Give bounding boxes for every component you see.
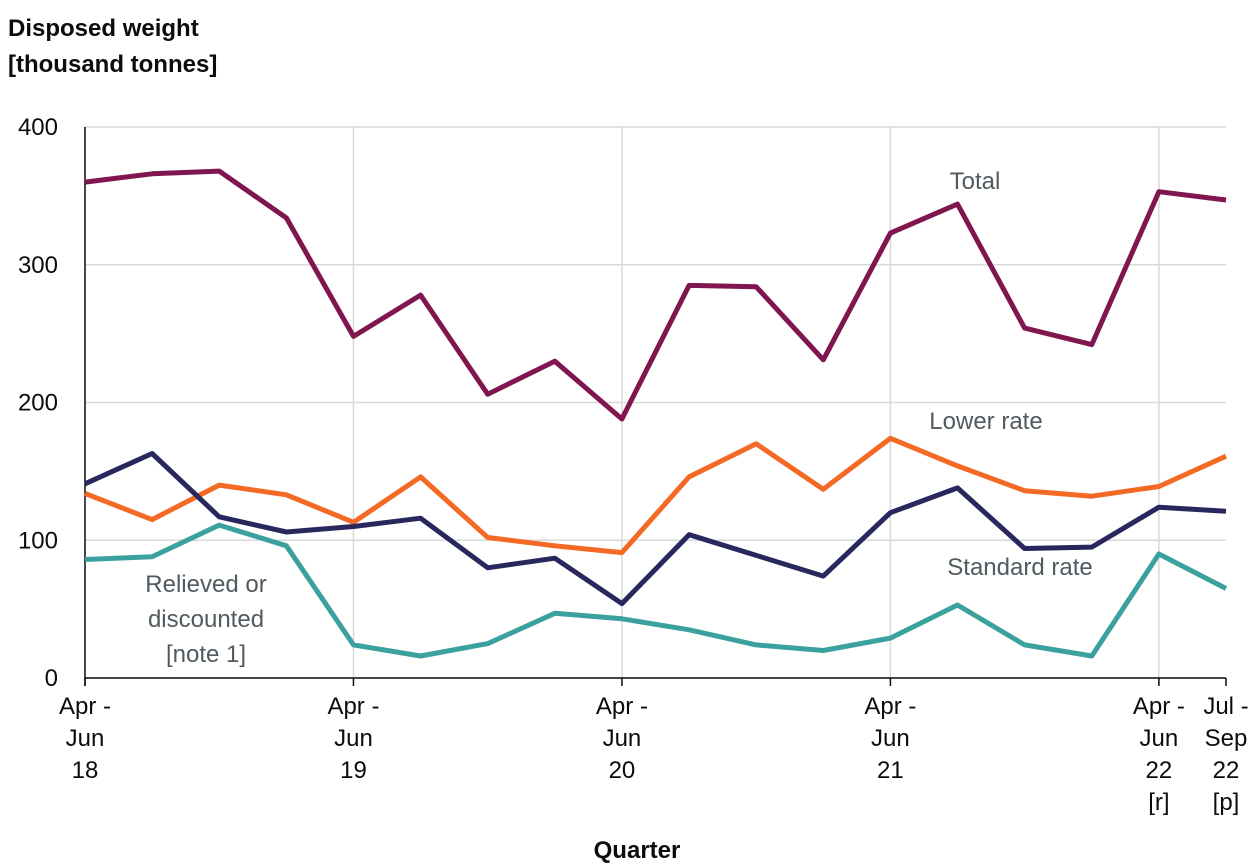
x-tick-label: 21 bbox=[877, 757, 904, 784]
y-tick-label: 400 bbox=[18, 114, 58, 141]
x-tick-label: Jun bbox=[603, 725, 642, 752]
x-tick-label: 18 bbox=[72, 757, 99, 784]
x-tick-label: Sep bbox=[1205, 725, 1248, 752]
y-tick-label: 0 bbox=[45, 665, 58, 692]
x-tick-label: [r] bbox=[1148, 789, 1169, 816]
x-tick-label: 20 bbox=[609, 757, 636, 784]
x-tick-label: Jun bbox=[1140, 725, 1179, 752]
series-label-total: Total bbox=[950, 168, 1001, 195]
y-tick-label: 300 bbox=[18, 252, 58, 279]
series-lines bbox=[83, 168, 1228, 659]
x-axis-title: Quarter bbox=[594, 837, 681, 863]
series-line-relieved-or-discounted-note-1 bbox=[84, 522, 1228, 659]
series-label-standard-rate: Standard rate bbox=[947, 554, 1092, 581]
x-tick-label: Jun bbox=[871, 725, 910, 752]
x-tick-label: Jun bbox=[66, 725, 105, 752]
y-tick-label: 200 bbox=[18, 390, 58, 417]
y-axis-title-line-2: [thousand tonnes] bbox=[8, 51, 217, 78]
x-tick-label: Apr - bbox=[596, 693, 648, 720]
series-label-relieved-or-discounted-note-1: [note 1] bbox=[166, 641, 246, 668]
x-tick-label: Apr - bbox=[864, 693, 916, 720]
x-tick-label: 22 bbox=[1213, 757, 1240, 784]
axes bbox=[84, 127, 1226, 686]
x-tick-label: Jul - bbox=[1203, 693, 1248, 720]
x-axis-ticks: Apr - Jun 18 Apr - Jun 19 Apr - Jun 20 Apr - Jun 21… bbox=[59, 678, 1249, 816]
y-tick-label: 100 bbox=[18, 527, 58, 554]
series-labels: Total Lower rate Standard rate Relieved or d… bbox=[145, 168, 1092, 668]
gridlines bbox=[85, 126, 1226, 678]
x-tick-label: Apr - bbox=[1133, 693, 1185, 720]
series-label-relieved-or-discounted-note-1: Relieved or bbox=[145, 571, 266, 598]
x-tick-label: [p] bbox=[1213, 789, 1240, 816]
series-label-relieved-or-discounted-note-1: discounted bbox=[148, 606, 264, 633]
x-tick-label: 22 bbox=[1146, 757, 1173, 784]
series-line-lower-rate bbox=[84, 435, 1228, 556]
series-line-standard-rate bbox=[83, 451, 1227, 607]
y-axis-ticks: 0 100 200 300 400 bbox=[18, 114, 58, 692]
x-tick-label: Apr - bbox=[327, 693, 379, 720]
x-tick-label: 19 bbox=[340, 757, 367, 784]
x-tick-label: Jun bbox=[334, 725, 373, 752]
y-axis-title-line-1: Disposed weight bbox=[8, 15, 199, 42]
series-line-total bbox=[84, 168, 1227, 422]
series-label-lower-rate: Lower rate bbox=[929, 408, 1042, 435]
x-tick-label: Apr - bbox=[59, 693, 111, 720]
